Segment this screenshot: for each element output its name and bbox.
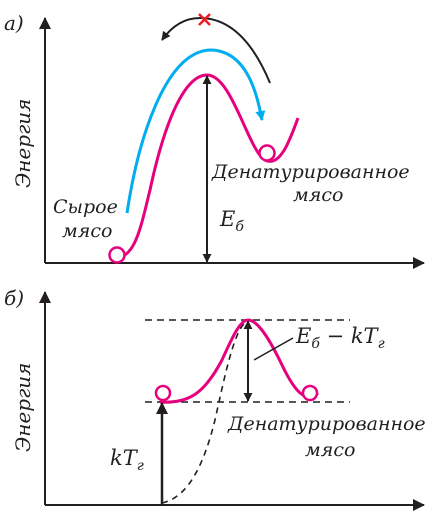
- panel-a: а) Энергия Eб Сырое мясо Денатурированно…: [4, 11, 425, 269]
- panel-a-barrier-label: Eб: [219, 207, 244, 235]
- panel-b-denatured-label-line1: Денатурированное: [227, 413, 426, 435]
- panel-a-energy-curve: [109, 73, 300, 260]
- panel-b-kt-label: kTг: [110, 446, 144, 474]
- panel-a-y-axis-label: Энергия: [11, 99, 35, 188]
- panel-b: б) Энергия Eб − kTг kTг Денатурированное: [4, 286, 426, 511]
- panel-b-energy-curve: [159, 318, 319, 404]
- panel-b-y-axis-label: Энергия: [11, 363, 35, 452]
- panel-a-blue-arrow: [125, 48, 266, 214]
- panel-a-denatured-state-ball: [258, 144, 276, 162]
- panel-b-difference-label: Eб − kTг: [295, 324, 385, 352]
- panel-b-label: б): [4, 286, 24, 310]
- panel-b-difference-leader: [253, 337, 294, 361]
- cross-icon: [198, 13, 211, 26]
- panel-a-raw-label-line2: мясо: [62, 220, 112, 242]
- panel-b-denatured-state-ball: [301, 384, 319, 402]
- panel-a-label: а): [4, 11, 24, 35]
- panel-a-raw-state-ball: [108, 246, 126, 264]
- panel-a-denatured-label-line2: мясо: [293, 184, 343, 206]
- panel-b-denatured-label-line2: мясо: [305, 439, 355, 461]
- panel-b-thermal-dashed-curve: [161, 320, 249, 504]
- panel-b-raw-state-ball: [154, 384, 172, 402]
- panel-a-raw-label-line1: Сырое: [53, 196, 118, 218]
- panel-a-denatured-label-line1: Денатурированное: [211, 161, 410, 183]
